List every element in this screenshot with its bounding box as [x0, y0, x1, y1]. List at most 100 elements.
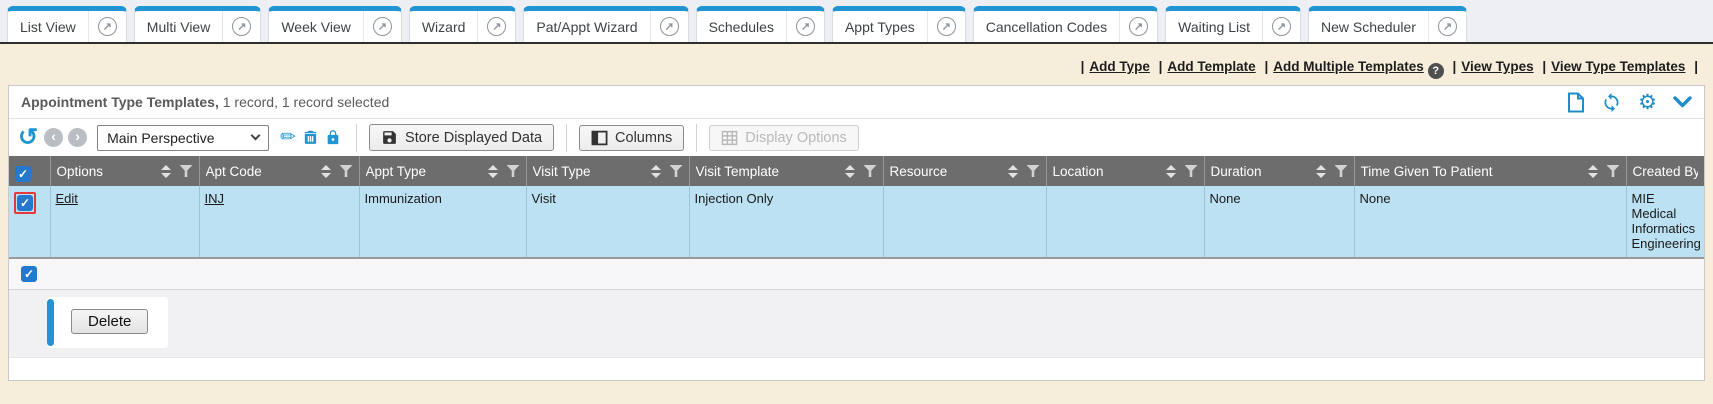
- link-separator: |: [1452, 59, 1457, 74]
- sort-icon[interactable]: [844, 164, 855, 178]
- column-header-visit-template[interactable]: Visit Template: [689, 156, 884, 186]
- select-all-checkbox[interactable]: ✓: [15, 166, 31, 182]
- store-displayed-data-button[interactable]: Store Displayed Data: [369, 124, 555, 151]
- tab-waiting-list[interactable]: Waiting List ↗: [1165, 6, 1301, 42]
- panel-title-text: Appointment Type Templates,: [21, 94, 219, 110]
- sort-icon[interactable]: [160, 164, 171, 178]
- row-checkbox[interactable]: ✓: [17, 195, 33, 211]
- link-separator: |: [1264, 59, 1269, 74]
- gear-icon[interactable]: ⚙: [1638, 90, 1657, 114]
- tab-schedules[interactable]: Schedules ↗: [695, 6, 825, 42]
- sort-icon[interactable]: [1587, 164, 1598, 178]
- sort-icon[interactable]: [650, 164, 661, 178]
- time-given-to-patient-cell: None: [1354, 186, 1627, 257]
- view-type-templates-link[interactable]: View Type Templates: [1551, 59, 1686, 74]
- checkbox-highlight: ✓: [14, 192, 36, 214]
- display-options-button: Display Options: [709, 124, 859, 151]
- sort-icon[interactable]: [320, 164, 331, 178]
- filter-icon[interactable]: [179, 165, 193, 177]
- add-template-link[interactable]: Add Template: [1167, 59, 1256, 74]
- duration-cell: None: [1204, 186, 1355, 257]
- add-multiple-templates-link[interactable]: Add Multiple Templates: [1273, 59, 1424, 74]
- reset-icon[interactable]: ↺: [18, 123, 39, 151]
- tab-multi-view[interactable]: Multi View ↗: [133, 6, 262, 42]
- popout-button[interactable]: ↗: [87, 11, 126, 42]
- tab-cancellation-codes[interactable]: Cancellation Codes ↗: [972, 6, 1159, 42]
- filter-icon[interactable]: [863, 165, 877, 177]
- refresh-icon[interactable]: [1601, 92, 1622, 113]
- view-types-link[interactable]: View Types: [1461, 59, 1534, 74]
- panel-header-icons: ⚙: [1567, 92, 1692, 113]
- column-header-duration[interactable]: Duration: [1204, 156, 1355, 186]
- filter-icon[interactable]: [339, 165, 353, 177]
- lock-icon[interactable]: [325, 128, 341, 147]
- perspective-select[interactable]: Main Perspective: [97, 124, 270, 151]
- sort-icon[interactable]: [487, 164, 498, 178]
- link-separator: |: [1694, 59, 1698, 74]
- tab-week-view[interactable]: Week View ↗: [268, 6, 402, 42]
- tab-wizard[interactable]: Wizard ↗: [408, 6, 517, 42]
- visit-type-cell: Visit: [526, 186, 690, 257]
- columns-button[interactable]: Columns: [579, 124, 685, 151]
- next-perspective-button[interactable]: ›: [68, 128, 88, 147]
- column-header-apt-code[interactable]: Apt Code: [199, 156, 360, 186]
- apt-code-cell: INJ: [199, 186, 360, 257]
- tab-list-view[interactable]: List View ↗: [7, 6, 127, 42]
- sort-icon[interactable]: [1165, 164, 1176, 178]
- select-all-header-cell: ✓: [9, 156, 51, 186]
- edit-link[interactable]: Edit: [55, 191, 78, 206]
- popout-button[interactable]: ↗: [1119, 11, 1157, 42]
- delete-button[interactable]: Delete: [71, 309, 149, 334]
- filter-icon[interactable]: [669, 165, 683, 177]
- link-separator: |: [1542, 59, 1547, 74]
- popout-icon: ↗: [97, 17, 117, 36]
- apt-code-link[interactable]: INJ: [204, 191, 225, 206]
- appointment-type-templates-panel: Appointment Type Templates, 1 record, 1 …: [8, 85, 1705, 381]
- column-label: Created By: [1632, 163, 1699, 179]
- column-header-location[interactable]: Location: [1046, 156, 1205, 186]
- new-document-icon[interactable]: [1567, 92, 1585, 113]
- options-cell: Edit: [50, 186, 200, 257]
- filter-icon[interactable]: [1606, 165, 1620, 177]
- column-header-appt-type[interactable]: Appt Type: [359, 156, 527, 186]
- table-row: ✓ Edit INJ Immunization Visit Injection …: [9, 186, 1704, 257]
- popout-button[interactable]: ↗: [926, 11, 965, 42]
- column-header-options[interactable]: Options: [50, 156, 200, 186]
- popout-icon: ↗: [795, 17, 815, 36]
- tab-pat-appt-wizard[interactable]: Pat/Appt Wizard ↗: [523, 6, 689, 42]
- filter-icon[interactable]: [1334, 165, 1348, 177]
- column-label: Options: [56, 163, 104, 179]
- popout-icon: ↗: [372, 17, 392, 36]
- tab-label: New Scheduler: [1321, 18, 1416, 35]
- filter-icon[interactable]: [1026, 165, 1040, 177]
- filter-icon[interactable]: [1184, 165, 1198, 177]
- column-label: Visit Type: [532, 163, 591, 179]
- popout-button[interactable]: ↗: [1427, 11, 1466, 42]
- sort-icon[interactable]: [1007, 164, 1018, 178]
- popout-button[interactable]: ↗: [477, 11, 515, 42]
- filter-icon[interactable]: [506, 165, 520, 177]
- column-header-created-by[interactable]: Created By: [1626, 156, 1704, 186]
- popout-button[interactable]: ↗: [222, 11, 260, 42]
- popout-button[interactable]: ↗: [649, 11, 688, 42]
- footer-select-all-checkbox[interactable]: ✓: [21, 266, 37, 282]
- sort-icon[interactable]: [1315, 164, 1326, 178]
- panel-header: Appointment Type Templates, 1 record, 1 …: [9, 86, 1704, 119]
- visit-template-cell: Injection Only: [689, 186, 884, 257]
- add-type-link[interactable]: Add Type: [1089, 59, 1150, 74]
- column-header-visit-type[interactable]: Visit Type: [526, 156, 690, 186]
- delete-perspective-icon[interactable]: [302, 128, 319, 147]
- tab-new-scheduler[interactable]: New Scheduler ↗: [1308, 6, 1467, 42]
- column-header-time-given-to-patient[interactable]: Time Given To Patient: [1354, 156, 1627, 186]
- chevron-down-icon[interactable]: [1673, 96, 1692, 108]
- column-label: Duration: [1210, 163, 1262, 179]
- popout-button[interactable]: ↗: [785, 11, 824, 42]
- help-icon[interactable]: ?: [1427, 63, 1444, 79]
- popout-button[interactable]: ↗: [1262, 11, 1300, 42]
- popout-button[interactable]: ↗: [362, 11, 401, 42]
- tab-label: Week View: [281, 18, 351, 35]
- edit-perspective-icon[interactable]: ✏: [280, 127, 297, 148]
- previous-perspective-button[interactable]: ‹: [44, 128, 64, 147]
- column-header-resource[interactable]: Resource: [883, 156, 1047, 186]
- tab-appt-types[interactable]: Appt Types ↗: [831, 6, 966, 42]
